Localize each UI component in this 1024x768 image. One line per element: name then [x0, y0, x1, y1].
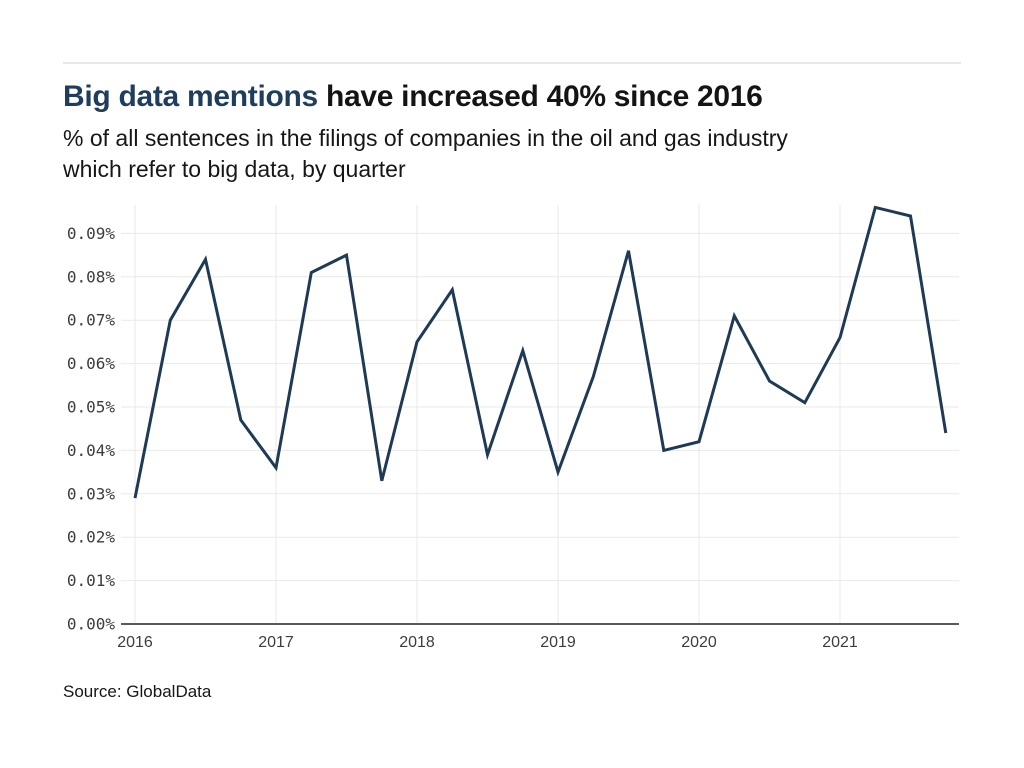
y-tick-label: 0.09% [67, 224, 116, 243]
y-tick-label: 0.03% [67, 484, 116, 503]
x-tick-label: 2017 [258, 634, 294, 651]
title-highlight: Big data mentions [63, 80, 318, 113]
chart-subtitle: % of all sentences in the filings of com… [63, 123, 788, 185]
y-tick-label: 0.06% [67, 354, 116, 373]
data-series-line [133, 205, 948, 499]
y-tick-label: 0.04% [67, 441, 116, 460]
x-tick-label: 2018 [399, 634, 435, 651]
title-rest: have increased 40% since 2016 [317, 80, 763, 113]
source-label: Source: GlobalData [63, 682, 212, 701]
y-tick-label: 0.02% [67, 528, 116, 547]
y-tick-label: 0.07% [67, 311, 116, 330]
x-tick-label: 2016 [117, 634, 153, 651]
subtitle-line-1: % of all sentences in the filings of com… [63, 125, 788, 151]
x-tick-label: 2021 [822, 634, 858, 651]
x-tick-label: 2020 [681, 634, 717, 651]
subtitle-line-2: which refer to big data, by quarter [63, 156, 406, 182]
y-tick-label: 0.01% [67, 571, 116, 590]
y-tick-label: 0.08% [67, 267, 116, 286]
page-title: Big data mentions have increased 40% sin… [63, 80, 763, 114]
y-tick-label: 0.05% [67, 398, 116, 417]
top-divider [63, 62, 961, 64]
y-tick-label: 0.00% [67, 615, 116, 634]
x-tick-label: 2019 [540, 634, 576, 651]
